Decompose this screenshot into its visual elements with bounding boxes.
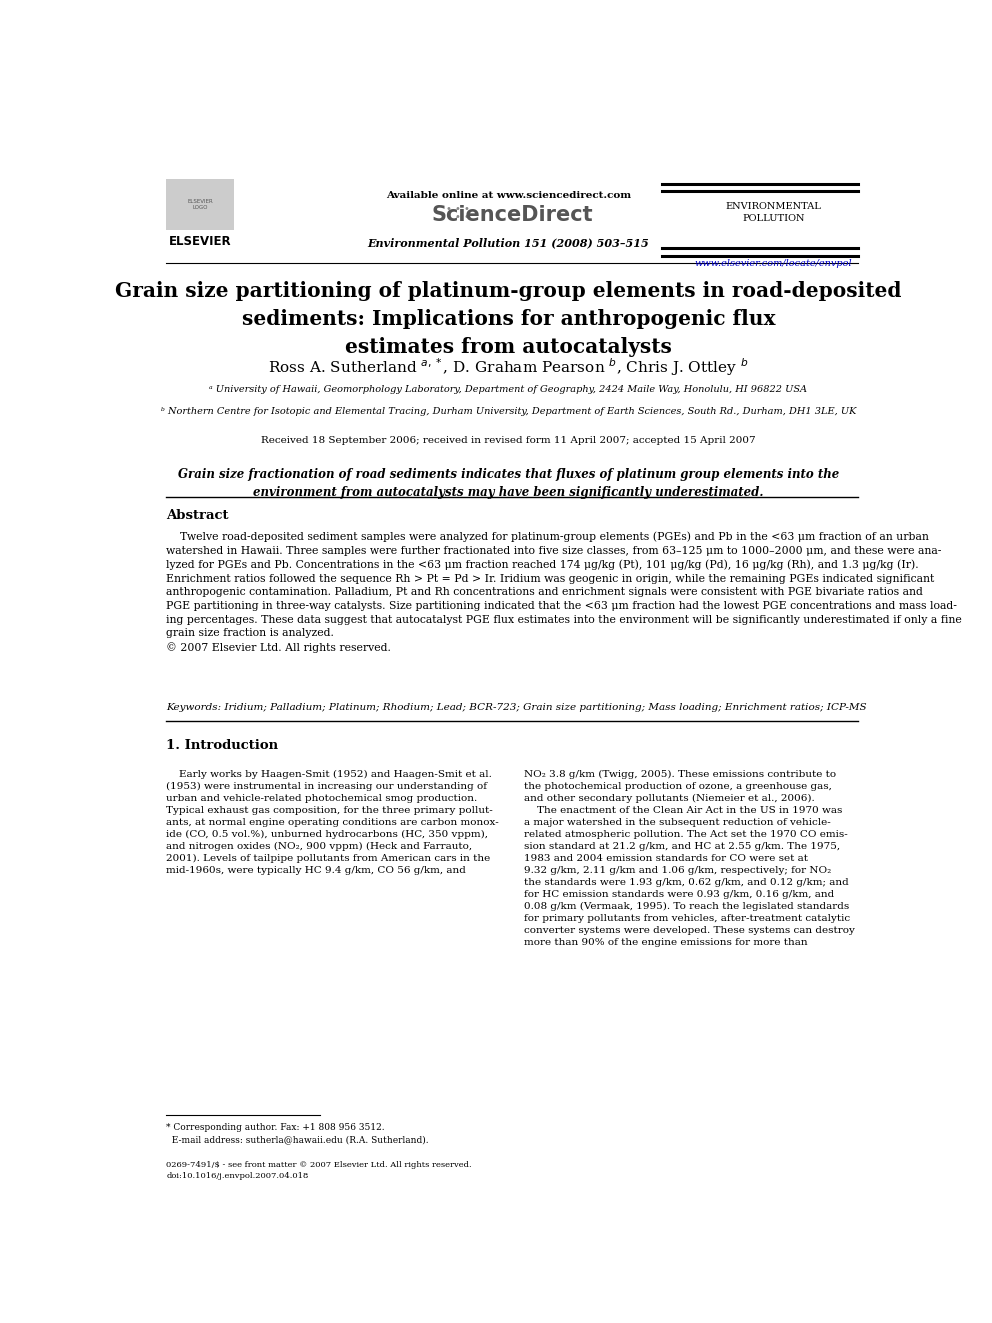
- Text: ELSEVIER: ELSEVIER: [169, 235, 231, 249]
- Text: ScienceDirect: ScienceDirect: [432, 205, 593, 225]
- Text: ELSEVIER
LOGO: ELSEVIER LOGO: [187, 200, 213, 210]
- Text: ᵃ University of Hawaii, Geomorphology Laboratory, Department of Geography, 2424 : ᵃ University of Hawaii, Geomorphology La…: [209, 385, 807, 394]
- FancyBboxPatch shape: [167, 179, 234, 230]
- Text: Ross A. Sutherland $^{a,*}$, D. Graham Pearson $^{b}$, Chris J. Ottley $^{b}$: Ross A. Sutherland $^{a,*}$, D. Graham P…: [268, 356, 749, 378]
- Text: Keywords: Iridium; Palladium; Platinum; Rhodium; Lead; BCR-723; Grain size parti: Keywords: Iridium; Palladium; Platinum; …: [167, 703, 867, 712]
- Text: Grain size partitioning of platinum-group elements in road-deposited
sediments: : Grain size partitioning of platinum-grou…: [115, 280, 902, 357]
- Text: 0269-7491/$ - see front matter © 2007 Elsevier Ltd. All rights reserved.
doi:10.: 0269-7491/$ - see front matter © 2007 El…: [167, 1162, 472, 1180]
- Text: • • •
• • •: • • • • • •: [446, 204, 470, 222]
- Text: Grain size fractionation of road sediments indicates that fluxes of platinum gro: Grain size fractionation of road sedimen…: [178, 468, 839, 500]
- Text: Abstract: Abstract: [167, 509, 229, 523]
- Text: www.elsevier.com/locate/envpol: www.elsevier.com/locate/envpol: [694, 258, 852, 267]
- Text: * Corresponding author. Fax: +1 808 956 3512.
  E-mail address: sutherla@hawaii.: * Corresponding author. Fax: +1 808 956 …: [167, 1123, 429, 1144]
- Text: Received 18 September 2006; received in revised form 11 April 2007; accepted 15 : Received 18 September 2006; received in …: [261, 435, 756, 445]
- Text: Early works by Haagen-Smit (1952) and Haagen-Smit et al.
(1953) were instrumenta: Early works by Haagen-Smit (1952) and Ha…: [167, 770, 499, 876]
- Text: Twelve road-deposited sediment samples were analyzed for platinum-group elements: Twelve road-deposited sediment samples w…: [167, 532, 962, 654]
- Text: ᵇ Northern Centre for Isotopic and Elemental Tracing, Durham University, Departm: ᵇ Northern Centre for Isotopic and Eleme…: [161, 407, 856, 417]
- Text: ENVIRONMENTAL
POLLUTION: ENVIRONMENTAL POLLUTION: [726, 201, 821, 224]
- Text: Available online at www.sciencedirect.com: Available online at www.sciencedirect.co…: [386, 192, 631, 200]
- Text: Environmental Pollution 151 (2008) 503–515: Environmental Pollution 151 (2008) 503–5…: [367, 237, 650, 249]
- Text: 1. Introduction: 1. Introduction: [167, 740, 279, 753]
- Text: NO₂ 3.8 g/km (Twigg, 2005). These emissions contribute to
the photochemical prod: NO₂ 3.8 g/km (Twigg, 2005). These emissi…: [524, 770, 855, 947]
